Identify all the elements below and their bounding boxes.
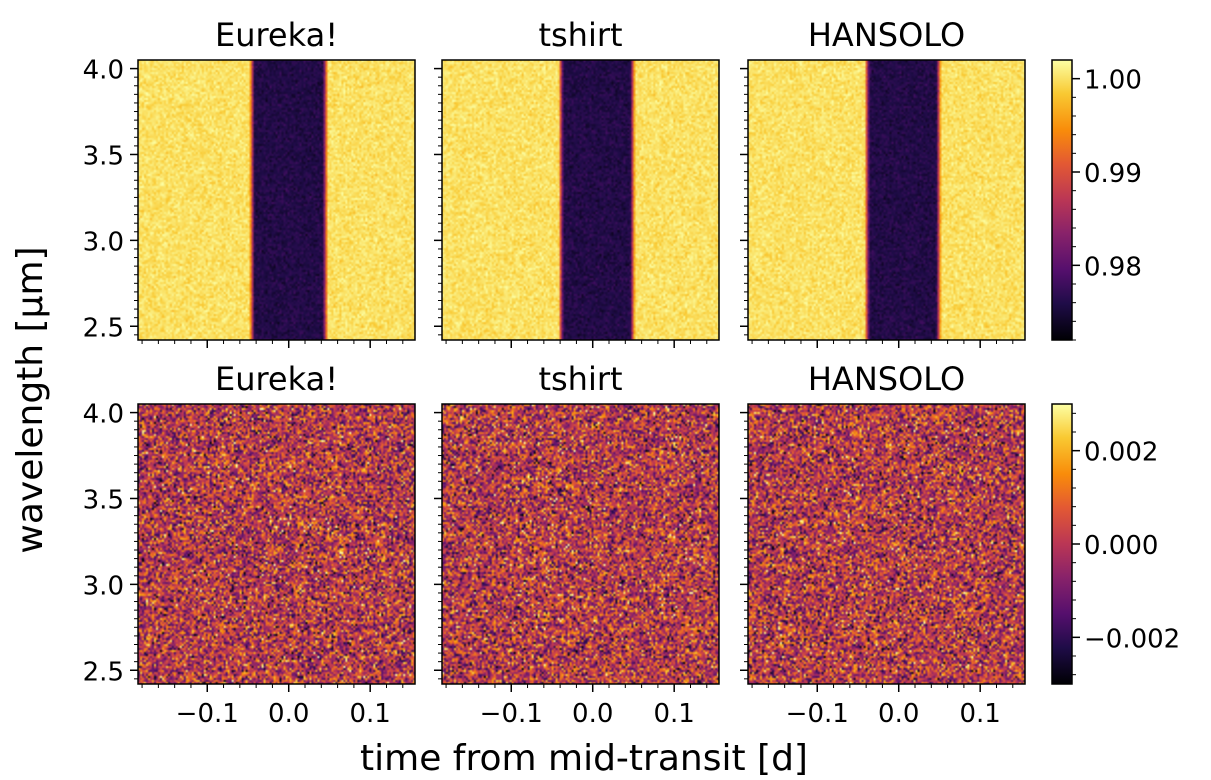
x-tick-label: 0.0 bbox=[268, 699, 309, 729]
x-tick-label: −0.1 bbox=[786, 699, 849, 729]
panel-title: HANSOLO bbox=[808, 16, 965, 54]
colorbar-tick-label: 0.000 bbox=[1084, 531, 1158, 561]
panel-frame bbox=[137, 59, 416, 341]
panel-frame bbox=[441, 59, 720, 341]
heatmap-image bbox=[442, 404, 719, 684]
panel-frame bbox=[747, 403, 1026, 685]
x-tick-label: 0.0 bbox=[572, 699, 613, 729]
colorbar bbox=[1051, 403, 1073, 685]
x-tick-label: 0.0 bbox=[878, 699, 919, 729]
y-tick-label: 2.5 bbox=[83, 313, 124, 343]
heatmap-image bbox=[748, 60, 1025, 340]
colorbar-tick-label: 1.00 bbox=[1084, 66, 1142, 96]
heatmap-image bbox=[442, 60, 719, 340]
x-axis-label: time from mid-transit [d] bbox=[360, 738, 808, 779]
panel-title: tshirt bbox=[538, 360, 622, 398]
heatmap-image bbox=[138, 60, 415, 340]
plot-area: Eureka! 2.5 3.0 3.5 4.0 tshirt HANSOLO 1.00 0.99… bbox=[83, 16, 1181, 729]
panel-frame bbox=[137, 403, 416, 685]
colorbar-tick-label: −0.002 bbox=[1084, 624, 1180, 654]
colorbar-tick-label: 0.98 bbox=[1084, 252, 1142, 282]
colorbar-tick-label: 0.99 bbox=[1084, 159, 1142, 189]
y-tick-label: 4.0 bbox=[83, 56, 124, 86]
heatmap-image bbox=[748, 404, 1025, 684]
y-axis-label: wavelength [μm] bbox=[10, 246, 51, 553]
panel-frame bbox=[747, 59, 1026, 341]
x-tick-label: −0.1 bbox=[480, 699, 543, 729]
x-tick-label: 0.1 bbox=[654, 699, 695, 729]
heatmap-image bbox=[138, 404, 415, 684]
panel-frame bbox=[441, 403, 720, 685]
y-tick-label: 3.5 bbox=[83, 485, 124, 515]
x-tick-label: 0.1 bbox=[350, 699, 391, 729]
y-tick-label: 3.0 bbox=[83, 571, 124, 601]
panel-title: Eureka! bbox=[215, 16, 338, 54]
panel-title: tshirt bbox=[538, 16, 622, 54]
x-tick-label: −0.1 bbox=[176, 699, 239, 729]
y-tick-label: 4.0 bbox=[83, 400, 124, 430]
colorbar bbox=[1051, 59, 1073, 341]
y-tick-label: 3.0 bbox=[83, 227, 124, 257]
colorbar-tick-label: 0.002 bbox=[1084, 438, 1158, 468]
y-tick-label: 2.5 bbox=[83, 657, 124, 687]
y-tick-label: 3.5 bbox=[83, 141, 124, 171]
x-tick-label: 0.1 bbox=[960, 699, 1001, 729]
panel-title: HANSOLO bbox=[808, 360, 965, 398]
panel-title: Eureka! bbox=[215, 360, 338, 398]
